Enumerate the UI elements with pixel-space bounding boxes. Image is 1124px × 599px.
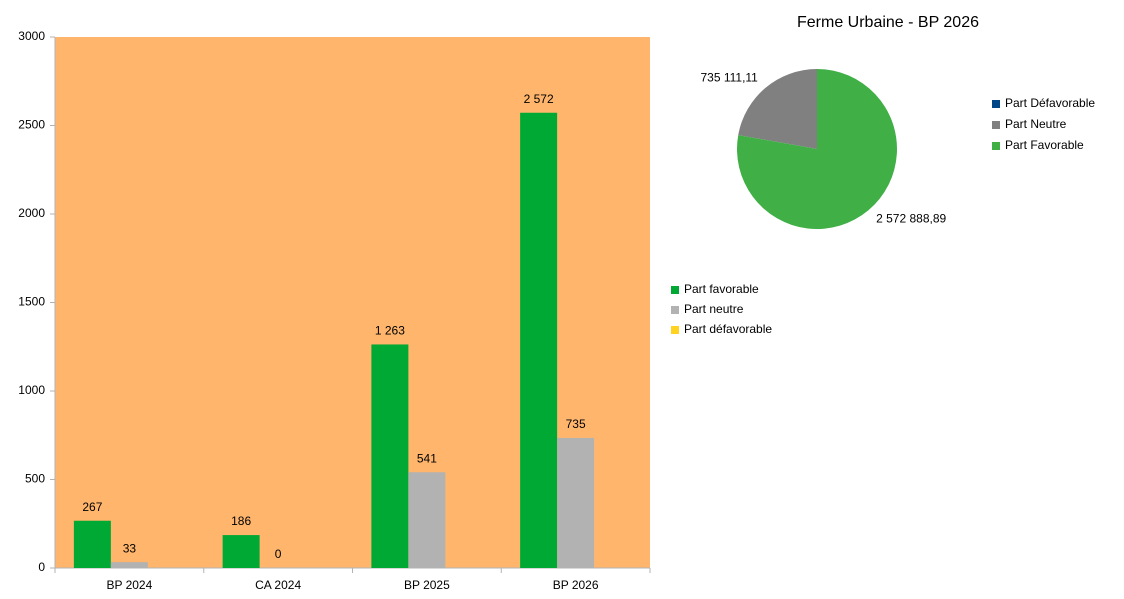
- y-tick-label: 0: [38, 560, 45, 574]
- y-tick-label: 2000: [18, 206, 45, 220]
- y-tick-label: 500: [25, 472, 45, 486]
- data-label: 186: [231, 514, 251, 528]
- legend-label: Part Neutre: [1005, 117, 1067, 131]
- legend-swatch: [671, 306, 679, 314]
- legend-label: Part Favorable: [1005, 138, 1084, 152]
- data-label: 33: [123, 541, 137, 555]
- legend-swatch: [992, 121, 1000, 129]
- data-label: 267: [82, 500, 102, 514]
- legend-swatch: [992, 142, 1000, 150]
- y-tick-label: 3000: [18, 29, 45, 43]
- pie-title: Ferme Urbaine - BP 2026: [797, 14, 979, 31]
- legend-swatch: [992, 100, 1000, 108]
- bar: [520, 112, 558, 569]
- bar: [110, 562, 148, 568]
- legend-label: Part neutre: [684, 302, 744, 316]
- legend-label: Part défavorable: [684, 322, 772, 336]
- y-tick-label: 1500: [18, 295, 45, 309]
- bar: [222, 535, 260, 568]
- legend-swatch: [671, 326, 679, 334]
- legend-label: Part favorable: [684, 282, 759, 296]
- data-label: 2 572 888,89: [876, 212, 946, 226]
- x-tick-label: CA 2024: [255, 578, 301, 592]
- bar: [73, 520, 111, 568]
- data-label: 1 263: [375, 324, 405, 338]
- bar: [371, 344, 409, 568]
- data-label: 735 111,11: [700, 71, 758, 85]
- bar: [557, 437, 595, 568]
- x-tick-label: BP 2024: [106, 578, 152, 592]
- data-label: 2 572: [524, 92, 554, 106]
- x-tick-label: BP 2026: [553, 578, 599, 592]
- data-label: 541: [417, 451, 437, 465]
- legend-label: Part Défavorable: [1005, 96, 1095, 110]
- pie-slice: [737, 69, 898, 229]
- x-tick-label: BP 2025: [404, 578, 450, 592]
- y-tick-label: 1000: [18, 383, 45, 397]
- legend-swatch: [671, 286, 679, 294]
- y-tick-label: 2500: [18, 118, 45, 132]
- bar: [408, 472, 446, 568]
- data-label: 735: [566, 417, 586, 431]
- pie-slice: [738, 69, 817, 149]
- data-label: 0: [275, 547, 282, 561]
